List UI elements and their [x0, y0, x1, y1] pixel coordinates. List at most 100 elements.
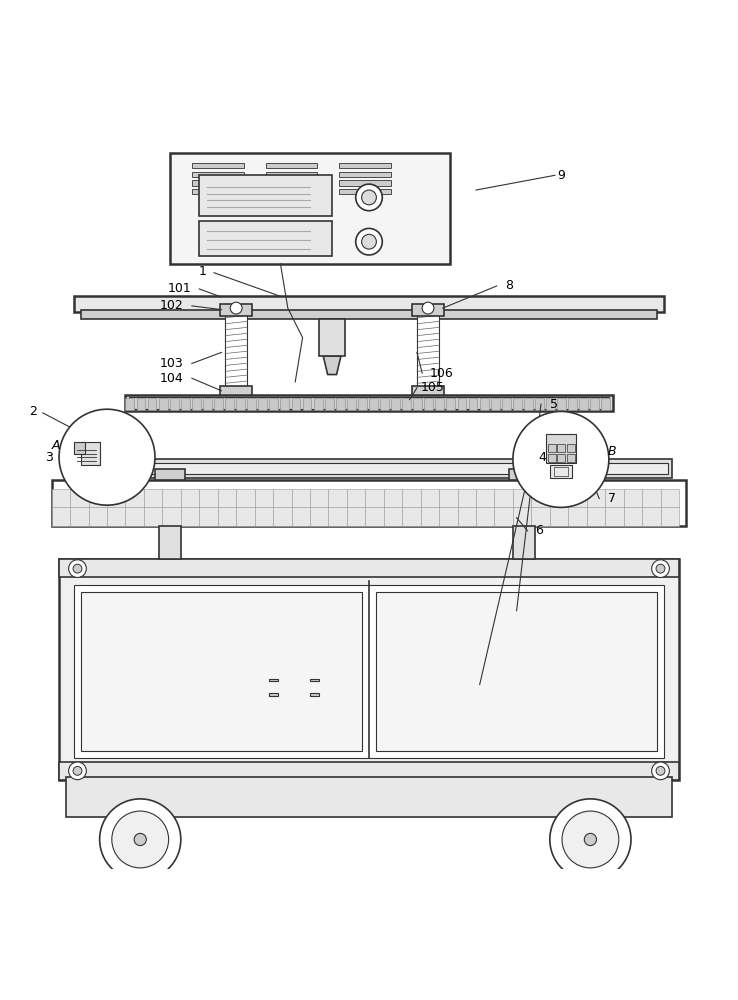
Bar [310, 489, 328, 507]
Bar [225, 312, 247, 389]
Bar [347, 398, 356, 410]
Text: 8: 8 [506, 279, 514, 292]
Bar [269, 693, 278, 696]
Bar [365, 489, 384, 507]
Bar [255, 489, 273, 507]
Bar [480, 398, 489, 410]
Bar [155, 469, 184, 480]
Bar [439, 489, 458, 507]
Bar [81, 310, 657, 319]
Bar [328, 507, 347, 526]
Circle shape [69, 560, 86, 577]
Bar [546, 398, 555, 410]
Bar [125, 489, 144, 507]
Circle shape [652, 762, 669, 780]
Bar [494, 507, 513, 526]
Bar [144, 489, 162, 507]
Bar [328, 489, 347, 507]
Bar [269, 398, 278, 410]
Bar [192, 398, 201, 410]
Circle shape [230, 302, 242, 314]
Bar [624, 489, 642, 507]
Bar [59, 559, 679, 577]
Bar [439, 507, 458, 526]
Bar [310, 693, 319, 696]
Circle shape [550, 799, 631, 880]
Bar [550, 489, 568, 507]
Bar [303, 398, 311, 410]
Bar [535, 398, 544, 410]
Bar [513, 489, 531, 507]
Bar [642, 507, 661, 526]
Bar [70, 489, 89, 507]
Text: 103: 103 [159, 357, 183, 370]
Bar [192, 180, 244, 186]
Bar [59, 762, 679, 780]
Bar [273, 507, 292, 526]
Bar [236, 398, 245, 410]
Text: 7: 7 [608, 492, 616, 505]
Bar [421, 507, 439, 526]
Bar [181, 507, 199, 526]
Bar [548, 454, 556, 462]
Bar [107, 489, 125, 507]
Circle shape [112, 811, 168, 868]
Bar [557, 398, 566, 410]
Text: 3: 3 [45, 451, 53, 464]
Bar [391, 398, 400, 410]
Bar [52, 489, 70, 507]
Bar [413, 398, 422, 410]
Bar [199, 175, 332, 216]
Circle shape [656, 564, 665, 573]
Text: 1: 1 [199, 265, 207, 278]
Bar [412, 386, 444, 397]
Bar [458, 489, 476, 507]
Bar [402, 507, 421, 526]
Bar [192, 172, 244, 177]
Bar [325, 398, 334, 410]
Bar [421, 489, 439, 507]
Bar [550, 507, 568, 526]
Bar [125, 395, 613, 411]
Bar [502, 398, 511, 410]
Bar [446, 398, 455, 410]
Bar [203, 398, 212, 410]
Bar [292, 489, 310, 507]
Bar [280, 398, 289, 410]
Bar [266, 163, 317, 168]
Bar [181, 398, 190, 410]
Bar [513, 526, 535, 559]
Bar [181, 489, 199, 507]
Bar [292, 398, 300, 410]
Bar [319, 319, 345, 356]
Bar [642, 489, 661, 507]
Bar [424, 398, 433, 410]
Circle shape [362, 190, 376, 205]
Bar [417, 312, 439, 389]
Bar [661, 489, 679, 507]
Bar [365, 507, 384, 526]
Circle shape [69, 762, 86, 780]
Circle shape [73, 564, 82, 573]
Bar [125, 398, 134, 410]
Bar [567, 444, 575, 452]
Bar [310, 679, 319, 681]
Circle shape [73, 766, 82, 775]
Bar [225, 398, 234, 410]
Bar [557, 444, 565, 452]
Text: 5: 5 [550, 398, 558, 411]
Bar [199, 507, 218, 526]
Bar [162, 489, 181, 507]
Bar [192, 163, 244, 168]
Text: A: A [52, 439, 61, 452]
Bar [384, 507, 402, 526]
Circle shape [134, 833, 146, 846]
Bar [546, 434, 576, 463]
Bar [587, 507, 605, 526]
Bar [568, 398, 577, 410]
Bar [568, 507, 587, 526]
Bar [376, 592, 657, 751]
Bar [336, 398, 345, 410]
Polygon shape [323, 356, 341, 375]
Bar [144, 507, 162, 526]
